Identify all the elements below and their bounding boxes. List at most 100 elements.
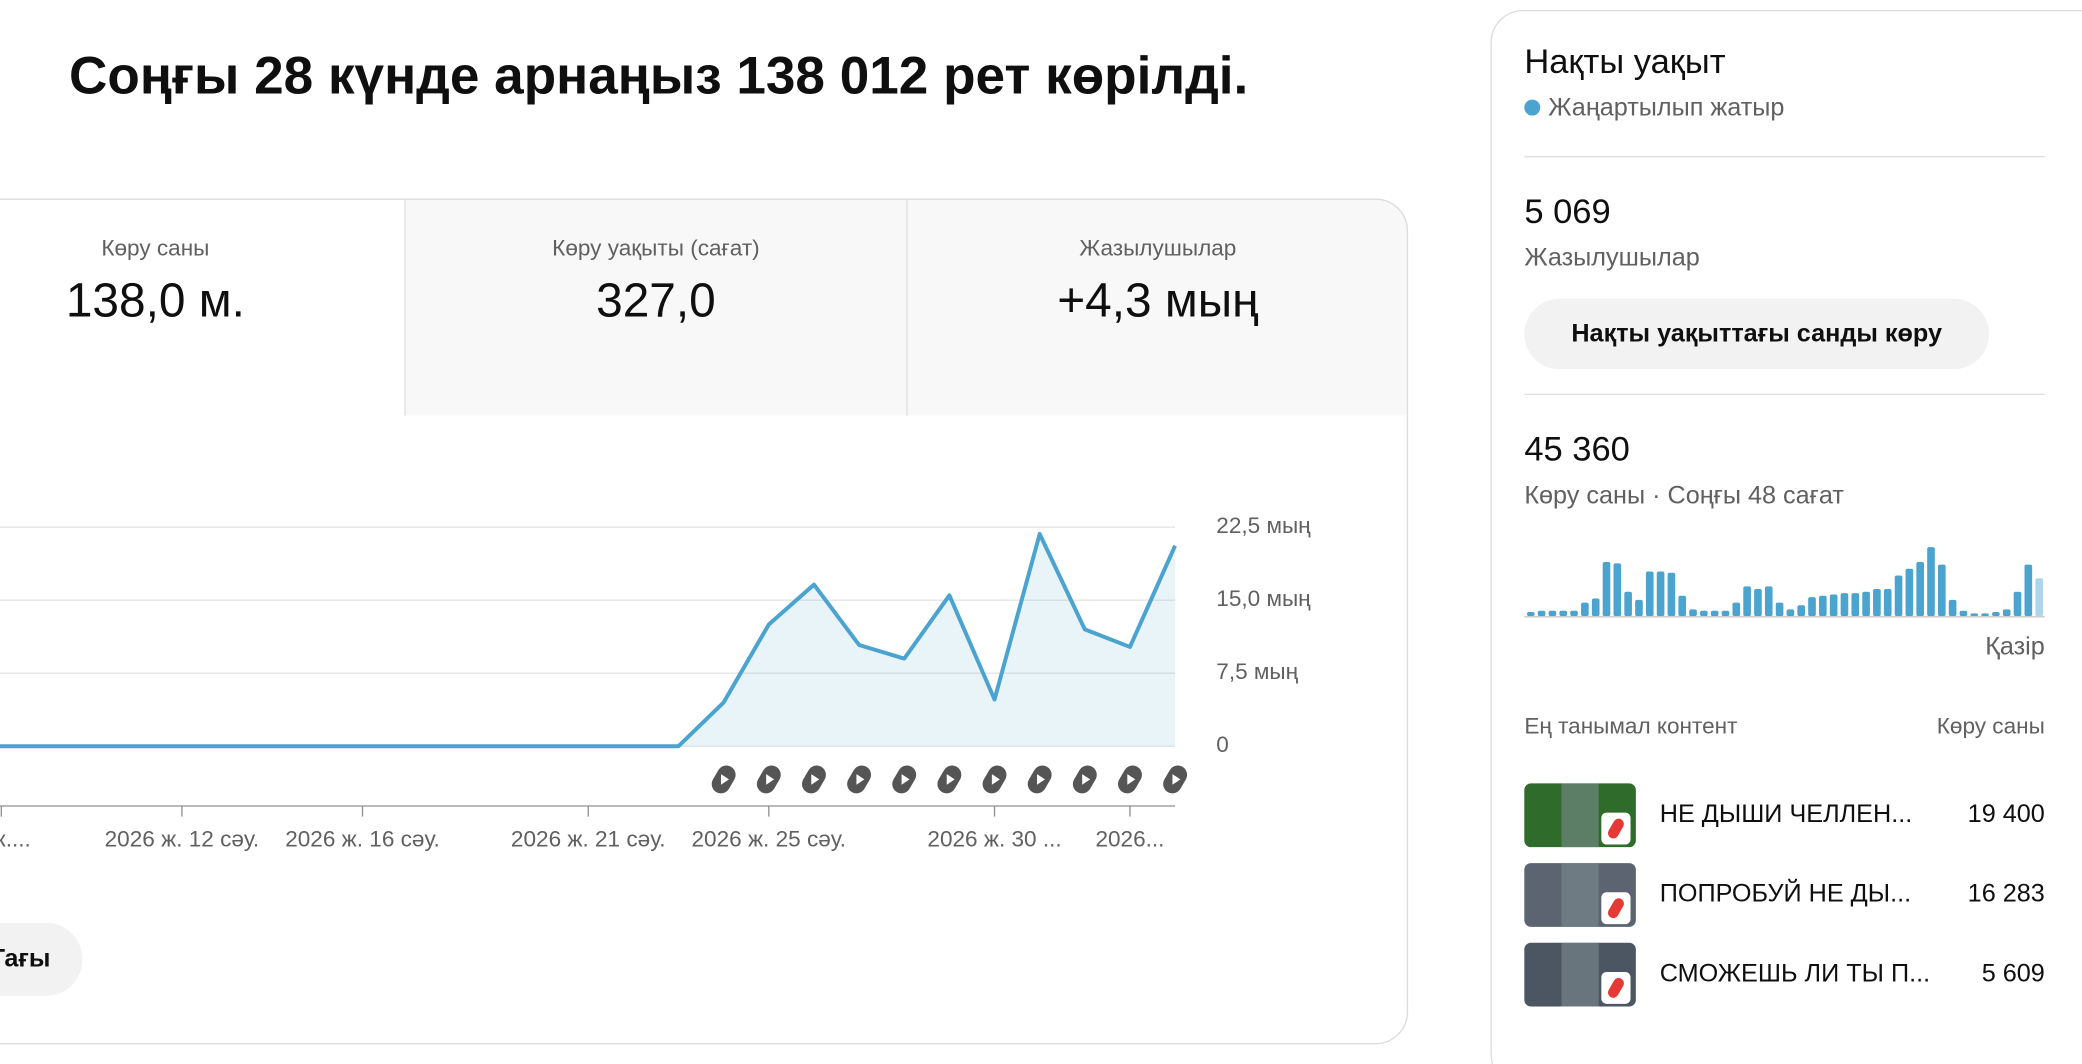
shorts-icon-play [1082,774,1091,785]
bar [1526,612,1535,617]
bar [1689,609,1697,617]
content-views: 5 609 [1982,959,2045,987]
realtime-title: Нақты уақыт [1524,43,1725,81]
status-text: Жаңартылып жатыр [1548,94,1784,122]
bar [2024,564,2033,617]
bar [1678,595,1687,617]
metric-tab[interactable]: Жазылушылар +4,3 мың [1057,236,1258,328]
bar [1700,610,1708,617]
shorts-icon-play [1037,774,1045,785]
bar [1743,586,1751,617]
x-tick-label: 2026 ж. 21 сәу. [511,826,666,851]
shorts-icon [1118,765,1142,794]
content-row[interactable]: ПОПРОБУЙ НЕ ДЫ... 16 283 [1524,863,2045,927]
bar [1581,602,1589,617]
x-tick-label: 2026 ж. 12 сәу. [105,826,260,851]
bar [1559,610,1568,617]
bar [1959,610,1968,617]
metric-label: Көру уақыты (сағат) [552,236,760,261]
metric-tab[interactable]: Көру саны 138,0 м. [66,236,245,328]
hourly-bar-chart [1526,547,2043,617]
shorts-icon [1072,765,1097,794]
shorts-icon [801,765,826,794]
shorts-icon-play [901,774,910,785]
bar [1721,610,1730,617]
realtime-card [1490,9,2082,1064]
bar [1873,589,1881,617]
bar [1656,571,1665,617]
top-content-header: Ең танымал контент [1524,714,1737,739]
status-dot [1524,99,1541,116]
bar [1645,571,1654,617]
content-views: 19 400 [1968,800,2045,828]
series-area [0,533,1176,747]
y-tick-label: 15,0 мың [1216,586,1311,611]
bar [1537,610,1546,617]
metric-tab[interactable]: Көру уақыты (сағат) 327,0 [552,236,760,328]
content-row[interactable]: СМОЖЕШЬ ЛИ ТЫ П... 5 609 [1524,942,2045,1007]
tab-bg [404,199,1408,416]
metric-label: Жазылушылар [1079,236,1236,261]
bar [1916,561,1924,617]
x-tick-label: 2026 ж. 16 сәу. [285,826,440,851]
shorts-icon [711,765,736,794]
bar [1819,595,1827,617]
bar [1591,598,1600,617]
bar [1862,591,1870,617]
shorts-icon-play [856,774,865,785]
shorts-icon [937,765,962,794]
realtime-button-label: Нақты уақыттағы санды көру [1571,319,1942,347]
metric-label: Көру саны [101,236,209,261]
metric-value: 327,0 [596,275,716,328]
metric-value: 138,0 м. [66,275,245,328]
shorts-icon-play [1127,774,1136,785]
more-button[interactable] [0,922,83,996]
shorts-icon-play [991,774,1000,785]
content-views: 16 283 [1968,880,2045,908]
bar [1808,597,1816,617]
line-chart: 0 7,5 мың 15,0 мың 22,5 мың 5 ж.... 2026 ж. 1… [0,513,1311,851]
content-title: ПОПРОБУЙ НЕ ДЫ... [1660,878,1911,908]
bar [1624,591,1632,617]
bar [2002,609,2011,617]
shorts-icon-play [946,774,955,785]
y-tick-label: 22,5 мың [1216,513,1311,538]
bar [2013,591,2022,617]
bar [1635,599,1643,617]
bar [1797,605,1806,617]
plot-area [0,531,1177,749]
overview-card [0,199,1408,1044]
bar [1786,609,1795,617]
subscriber-label: Жазылушылар [1524,244,1699,272]
subscriber-count: 5 069 [1524,193,1610,231]
content-row[interactable]: НЕ ДЫШИ ЧЕЛЛЕН... 19 400 [1524,783,2045,848]
realtime-button[interactable] [1524,298,1990,370]
bar [1710,610,1719,617]
bar [1851,593,1860,617]
y-tick-label: 7,5 мың [1216,659,1298,684]
bar [1992,612,2000,617]
bar [1570,610,1578,617]
top-content-column: Көру саны [1937,714,2045,739]
bar [1927,547,1935,617]
bar [1905,568,1914,617]
shorts-icon-play [766,774,775,785]
bar [1948,599,1957,617]
bar [1667,572,1676,617]
shorts-icon [892,765,917,794]
series-line [0,531,1177,749]
metric-value: +4,3 мың [1057,275,1258,328]
shorts-icon [1027,765,1052,794]
shorts-badge-icon [1607,818,1624,839]
x-tick-label: 2026... [1095,826,1164,851]
now-label: Қазір [1985,633,2045,661]
bar [1829,594,1838,617]
bar [1732,602,1741,617]
thumbnail-figure [1561,863,1599,927]
shorts-icon [847,765,872,794]
bar [1754,589,1762,617]
bar [1613,563,1622,617]
shorts-icon-play [811,774,820,785]
card-border [0,198,1409,1045]
